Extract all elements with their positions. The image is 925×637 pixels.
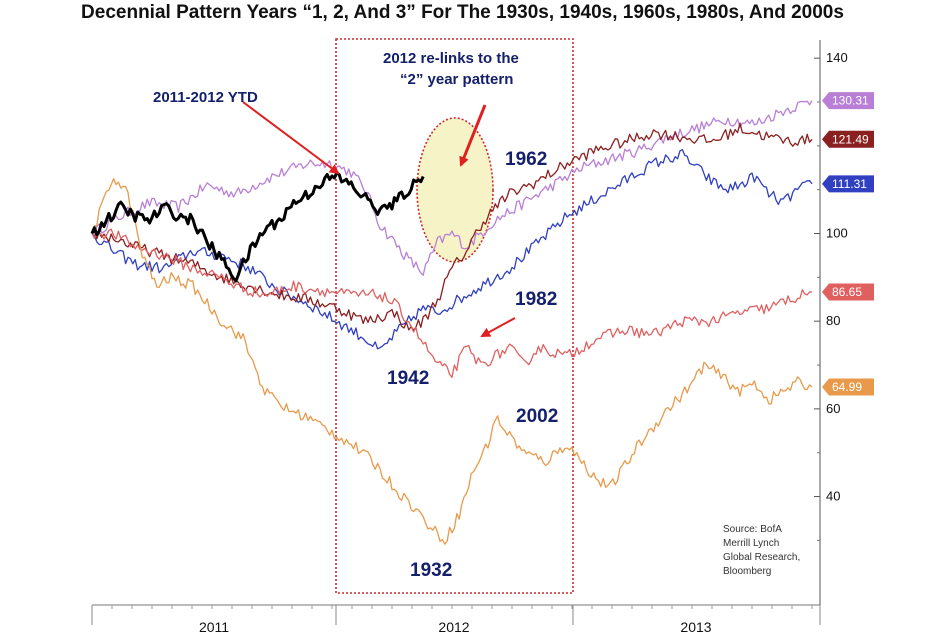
ytd-arrow (242, 101, 340, 175)
label-1982: 1982 (515, 289, 557, 310)
chart-title: Decennial Pattern Years “1, 2, And 3” Fo… (81, 2, 844, 23)
series-line-1932 (91, 178, 813, 545)
callout-line-2: “2” year pattern (400, 71, 513, 88)
end-label-value-2002: 86.65 (832, 285, 862, 299)
x-axis-minor-ticks (91, 605, 813, 609)
end-labels: 130.31 111.31 121.49 86.65 64.99 (822, 92, 874, 396)
label-1942: 1942 (387, 368, 429, 389)
x-tick-2011: 2011 (199, 619, 229, 635)
end-label-value-1942: 121.49 (832, 132, 869, 146)
end-label-tag-1962 (822, 92, 874, 110)
series-group (90, 100, 813, 545)
end-label-tag-2002 (822, 283, 874, 301)
callout-arrow (459, 104, 487, 167)
x-tick-2013: 2013 (680, 619, 711, 635)
highlight-2012-box (335, 38, 574, 594)
source-line-4: Bloomberg (723, 566, 771, 577)
end-label-tag-1932 (822, 378, 874, 396)
y-tick-label-80: 80 (826, 313, 840, 328)
series-line-1982 (91, 149, 813, 350)
y-axis-ticks: 40 60 80 100 140 (814, 50, 848, 541)
label-1962: 1962 (505, 149, 547, 170)
source-line-3: Global Research, (723, 552, 800, 563)
callout-ellipse (416, 117, 494, 263)
series-line-2011-2012-ytd (90, 171, 425, 283)
source-line-1: Source: BofA (723, 524, 782, 535)
source-line-2: Merrill Lynch (723, 538, 779, 549)
end-label-value-1982: 111.31 (832, 177, 867, 191)
x-tick-2012: 2012 (438, 619, 469, 635)
series-line-1962 (91, 100, 813, 276)
end-label-tag-1982 (822, 175, 874, 193)
y-tick-label-40: 40 (826, 489, 840, 504)
label-ytd: 2011-2012 YTD (153, 89, 258, 106)
series-line-1942 (91, 122, 813, 332)
label-1932: 1932 (410, 560, 452, 581)
series-line-2002 (91, 228, 813, 378)
y-tick-label-100: 100 (826, 226, 848, 241)
end-label-tag-1942 (822, 130, 874, 148)
label-2002: 2002 (516, 406, 558, 427)
y-tick-label-140: 140 (826, 50, 848, 65)
end-label-value-1932: 64.99 (832, 380, 862, 394)
callout-line-1: 2012 re-links to the (383, 50, 519, 67)
trough-arrow (480, 317, 516, 337)
y-tick-label-60: 60 (826, 401, 840, 416)
end-label-value-1962: 130.31 (832, 94, 869, 108)
